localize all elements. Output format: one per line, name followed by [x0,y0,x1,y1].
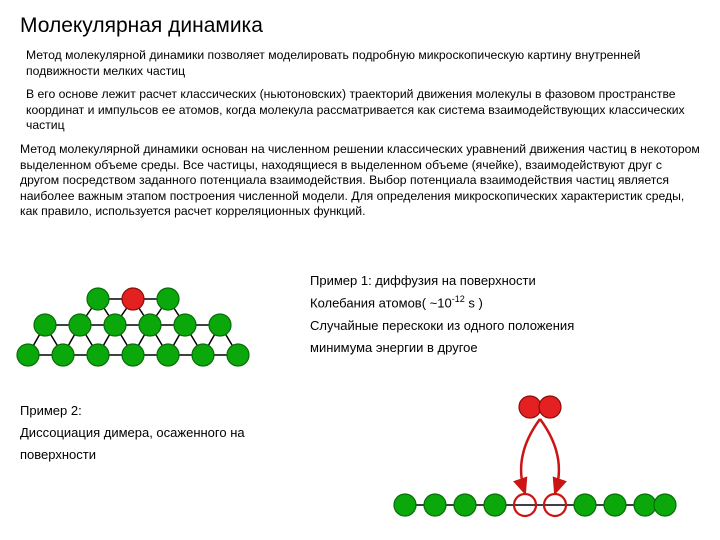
example-1-block: Пример 1: диффузия на поверхности Колеба… [310,270,574,359]
example-2-line-2: Диссоциация димера, осаженного на [20,422,245,444]
example-2-block: Пример 2: Диссоциация димера, осаженного… [20,400,245,466]
diagram-dissociation [390,395,680,525]
paragraph-3: Метод молекулярной динамики основан на ч… [20,142,700,220]
example-2-line-1: Пример 2: [20,400,245,422]
example-1-line-2: Колебания атомов( ~10-12 s ) [310,292,574,314]
example-1-line-4: минимума энергии в другое [310,337,574,359]
example-2-line-3: поверхности [20,444,245,466]
page-title: Молекулярная динамика [20,14,700,38]
diagram-lattice [8,285,278,385]
paragraph-1: Метод молекулярной динамики позволяет мо… [20,48,700,79]
example-1-line-3: Случайные перескоки из одного положения [310,315,574,337]
paragraph-2: В его основе лежит расчет классических (… [20,87,700,134]
example-1-line-1: Пример 1: диффузия на поверхности [310,270,574,292]
